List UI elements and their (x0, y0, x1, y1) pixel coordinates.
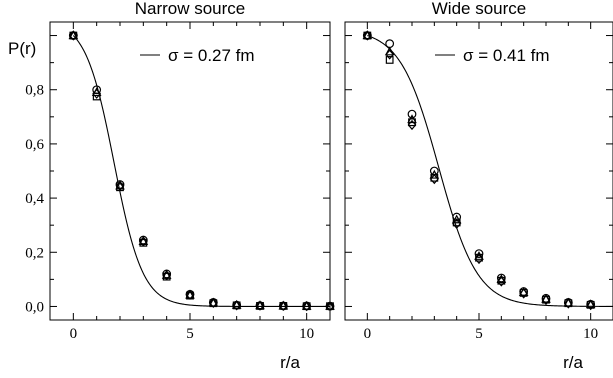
data-point-triangle (474, 251, 484, 260)
data-point-triangle (278, 300, 289, 310)
panel-narrow-source: Narrow source 0 5 10 0,0 0,2 0,4 0,6 0,8 r/a P(r) σ… (8, 0, 335, 372)
series-square (69, 31, 334, 311)
data-point-circle (385, 39, 395, 49)
series-diamond (68, 30, 335, 312)
x-tick-label: 5 (475, 326, 483, 342)
data-point-diamond (407, 119, 417, 131)
data-point-diamond (208, 297, 218, 309)
fit-curve (72, 35, 330, 307)
y-tick-label: 0,6 (25, 137, 44, 153)
data-point-diamond (68, 30, 78, 41)
data-point-triangle (68, 30, 79, 40)
data-point-diamond (185, 289, 195, 300)
series-triangle (68, 30, 335, 310)
data-point-diamond (232, 300, 242, 311)
chart-title: Wide source (432, 0, 526, 18)
data-point-triangle (301, 300, 312, 310)
x-tick-label: 0 (364, 326, 372, 342)
data-point-triangle (429, 169, 440, 179)
data-point-triangle (255, 300, 265, 310)
data-point-circle (407, 109, 417, 119)
panel-wide-source: Wide source 0 5 10r/a σ = 0.41 fm (344, 0, 613, 372)
x-axis-label: r/a (563, 353, 583, 372)
data-point-triangle (563, 297, 574, 307)
data-point-square (92, 92, 101, 101)
x-tick-label: 0 (70, 326, 78, 342)
data-point-diamond (115, 180, 125, 192)
data-point-diamond (519, 288, 529, 299)
data-point-diamond (302, 301, 312, 312)
data-point-triangle (384, 46, 395, 56)
data-point-diamond (586, 299, 596, 311)
plot-frame (49, 21, 331, 321)
data-point-circle (474, 249, 484, 259)
series-triangle (362, 30, 596, 309)
legend-label: σ = 0.27 fm (168, 46, 255, 65)
x-tick-label: 5 (186, 326, 194, 342)
data-point-diamond (563, 298, 573, 309)
data-point-diamond (362, 30, 372, 41)
data-point-triangle (325, 300, 335, 310)
series-diamond (362, 30, 596, 311)
y-axis-label: P(r) (8, 39, 36, 58)
chart-title: Narrow source (135, 0, 246, 18)
data-point-triangle (161, 270, 172, 279)
data-point-diamond (92, 88, 102, 99)
data-point-diamond (496, 276, 506, 287)
data-point-diamond (162, 270, 172, 281)
data-point-diamond (452, 218, 462, 229)
series-circle (362, 31, 596, 309)
data-point-triangle (407, 114, 417, 124)
data-point-triangle (185, 289, 195, 299)
x-tick-label: 10 (299, 326, 314, 342)
y-tick-label: 0,8 (25, 83, 44, 99)
data-point-circle (452, 212, 462, 222)
data-point-diamond (255, 300, 265, 311)
data-point-diamond (278, 300, 288, 312)
series-square (363, 31, 595, 309)
data-point-triangle (115, 180, 125, 190)
data-point-triangle (231, 299, 242, 309)
series-circle (68, 31, 335, 311)
data-point-triangle (208, 297, 219, 307)
data-point-triangle (585, 299, 596, 309)
data-point-diamond (138, 236, 148, 247)
data-point-square (385, 56, 394, 64)
y-tick-label: 0,4 (25, 191, 44, 207)
data-point-triangle (362, 30, 373, 40)
y-tick-label: 0,0 (25, 299, 44, 315)
x-axis-label: r/a (280, 353, 300, 372)
data-point-diamond (429, 174, 439, 185)
data-point-diamond (541, 294, 551, 306)
fit-curve (367, 35, 613, 307)
x-tick-label: 10 (583, 326, 598, 342)
data-point-triangle (451, 214, 462, 224)
data-point-triangle (138, 236, 149, 246)
data-point-diamond (385, 49, 395, 60)
data-point-diamond (474, 253, 484, 265)
y-tick-label: 0,2 (25, 245, 44, 261)
legend-label: σ = 0.41 fm (463, 46, 550, 65)
data-point-diamond (325, 301, 335, 312)
